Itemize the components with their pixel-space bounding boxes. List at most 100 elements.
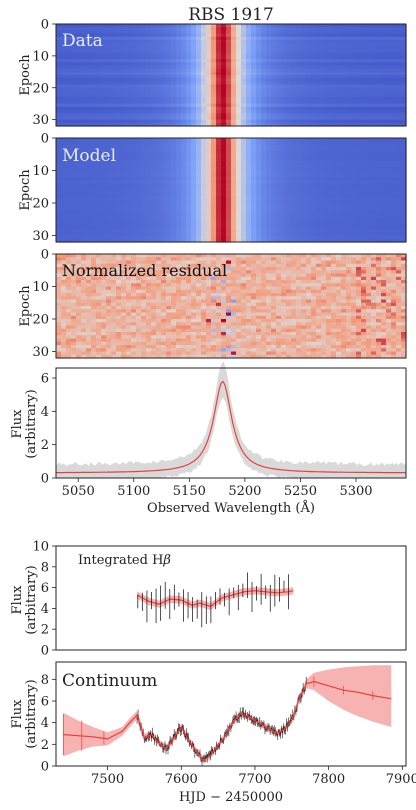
model-heatmap-cell (361, 222, 367, 227)
model-heatmap-cell (201, 193, 207, 198)
model-heatmap-cell (151, 203, 157, 207)
model-heatmap-cell (206, 164, 212, 168)
data-heatmap-cell (181, 122, 187, 127)
resid-heatmap-cell (286, 257, 292, 262)
model-heatmap-cell (111, 173, 117, 178)
data-heatmap-cell (141, 68, 147, 73)
data-heatmap-cell (196, 87, 202, 92)
data-heatmap-cell (191, 55, 197, 60)
model-heatmap-cell (266, 160, 272, 165)
model-heatmap-cell (361, 235, 367, 240)
data-heatmap-cell (131, 113, 137, 118)
model-heatmap-cell (281, 232, 287, 237)
data-heatmap-cell (371, 62, 377, 67)
data-heatmap-cell (246, 113, 252, 118)
model-heatmap-cell (216, 157, 222, 162)
data-heatmap-cell (151, 116, 157, 121)
data-heatmap-cell (146, 103, 152, 108)
data-heatmap-cell (396, 43, 402, 47)
model-heatmap-cell (286, 151, 292, 155)
model-heatmap-cell (296, 164, 302, 168)
data-heatmap-cell (181, 46, 187, 51)
data-heatmap-cell (211, 65, 217, 70)
resid-heatmap-cell (281, 270, 287, 275)
data-heatmap-cell (271, 97, 277, 102)
data-heatmap-cell (81, 39, 87, 44)
resid-heatmap-cell (341, 273, 347, 278)
resid-heatmap-cell (161, 257, 167, 262)
resid-heatmap-cell (131, 260, 137, 265)
data-heatmap-cell (161, 39, 167, 44)
model-heatmap-cell (126, 238, 132, 243)
model-heatmap-cell (341, 183, 347, 188)
data-heatmap-cell (291, 78, 297, 82)
data-heatmap-cell (156, 119, 162, 124)
model-heatmap-cell (111, 193, 117, 198)
model-heatmap-cell (371, 193, 377, 198)
resid-heatmap-cell (171, 254, 177, 258)
model-heatmap-cell (91, 147, 97, 152)
data-heatmap-cell (331, 119, 337, 124)
data-heatmap-cell (116, 87, 122, 92)
data-heatmap-cell (61, 49, 67, 54)
model-heatmap-cell (261, 232, 267, 237)
resid-heatmap-cell (231, 267, 237, 271)
model-heatmap-cell (336, 193, 342, 198)
data-heatmap-cell (66, 94, 72, 98)
data-heatmap-cell (276, 24, 282, 28)
data-heatmap-cell (326, 122, 332, 127)
model-heatmap-cell (351, 232, 357, 237)
resid-heatmap-cell (146, 257, 152, 262)
y-tick-label: 30 (32, 229, 49, 244)
data-heatmap-cell (176, 71, 182, 76)
data-heatmap-cell (386, 122, 392, 127)
data-heatmap-cell (231, 97, 237, 102)
model-heatmap-cell (381, 173, 387, 178)
resid-heatmap-cell (166, 260, 172, 265)
model-heatmap-cell (201, 190, 207, 194)
model-heatmap-cell (356, 235, 362, 240)
model-heatmap-cell (361, 138, 367, 142)
model-heatmap-cell (166, 206, 172, 211)
data-heatmap-cell (336, 52, 342, 57)
data-heatmap-cell (181, 30, 187, 35)
model-heatmap-cell (296, 157, 302, 162)
data-heatmap-cell (76, 103, 82, 108)
model-heatmap-cell (261, 147, 267, 152)
model-heatmap-cell (211, 147, 217, 152)
data-heatmap-cell (366, 59, 372, 63)
model-heatmap-cell (196, 199, 202, 204)
data-heatmap-cell (156, 113, 162, 118)
model-heatmap-cell (266, 138, 272, 142)
model-heatmap-cell (361, 167, 367, 172)
data-heatmap-cell (241, 46, 247, 51)
model-heatmap-cell (211, 157, 217, 162)
data-heatmap-cell (296, 49, 302, 54)
data-heatmap-cell (366, 52, 372, 57)
data-heatmap-cell (256, 81, 262, 86)
model-heatmap-cell (226, 212, 232, 217)
model-heatmap-cell (366, 167, 372, 172)
model-heatmap-cell (351, 170, 357, 175)
model-heatmap-cell (81, 232, 87, 237)
data-heatmap-cell (251, 81, 257, 86)
model-heatmap-cell (331, 212, 337, 217)
data-heatmap-cell (141, 46, 147, 51)
model-heatmap-cell (331, 183, 337, 188)
model-heatmap-cell (331, 147, 337, 152)
data-heatmap-cell (401, 119, 407, 124)
data-heatmap-cell (271, 36, 277, 41)
data-heatmap-cell (306, 122, 312, 127)
model-heatmap-cell (206, 203, 212, 207)
data-heatmap-cell (301, 119, 307, 124)
data-heatmap-cell (326, 106, 332, 111)
data-heatmap-cell (216, 113, 222, 118)
data-heatmap-cell (391, 81, 397, 86)
data-heatmap-cell (56, 97, 62, 102)
model-heatmap-cell (61, 157, 67, 162)
model-heatmap-cell (351, 199, 357, 204)
model-heatmap-cell (316, 141, 322, 146)
model-heatmap-cell (276, 154, 282, 159)
model-heatmap-cell (61, 147, 67, 152)
model-heatmap-cell (106, 157, 112, 162)
